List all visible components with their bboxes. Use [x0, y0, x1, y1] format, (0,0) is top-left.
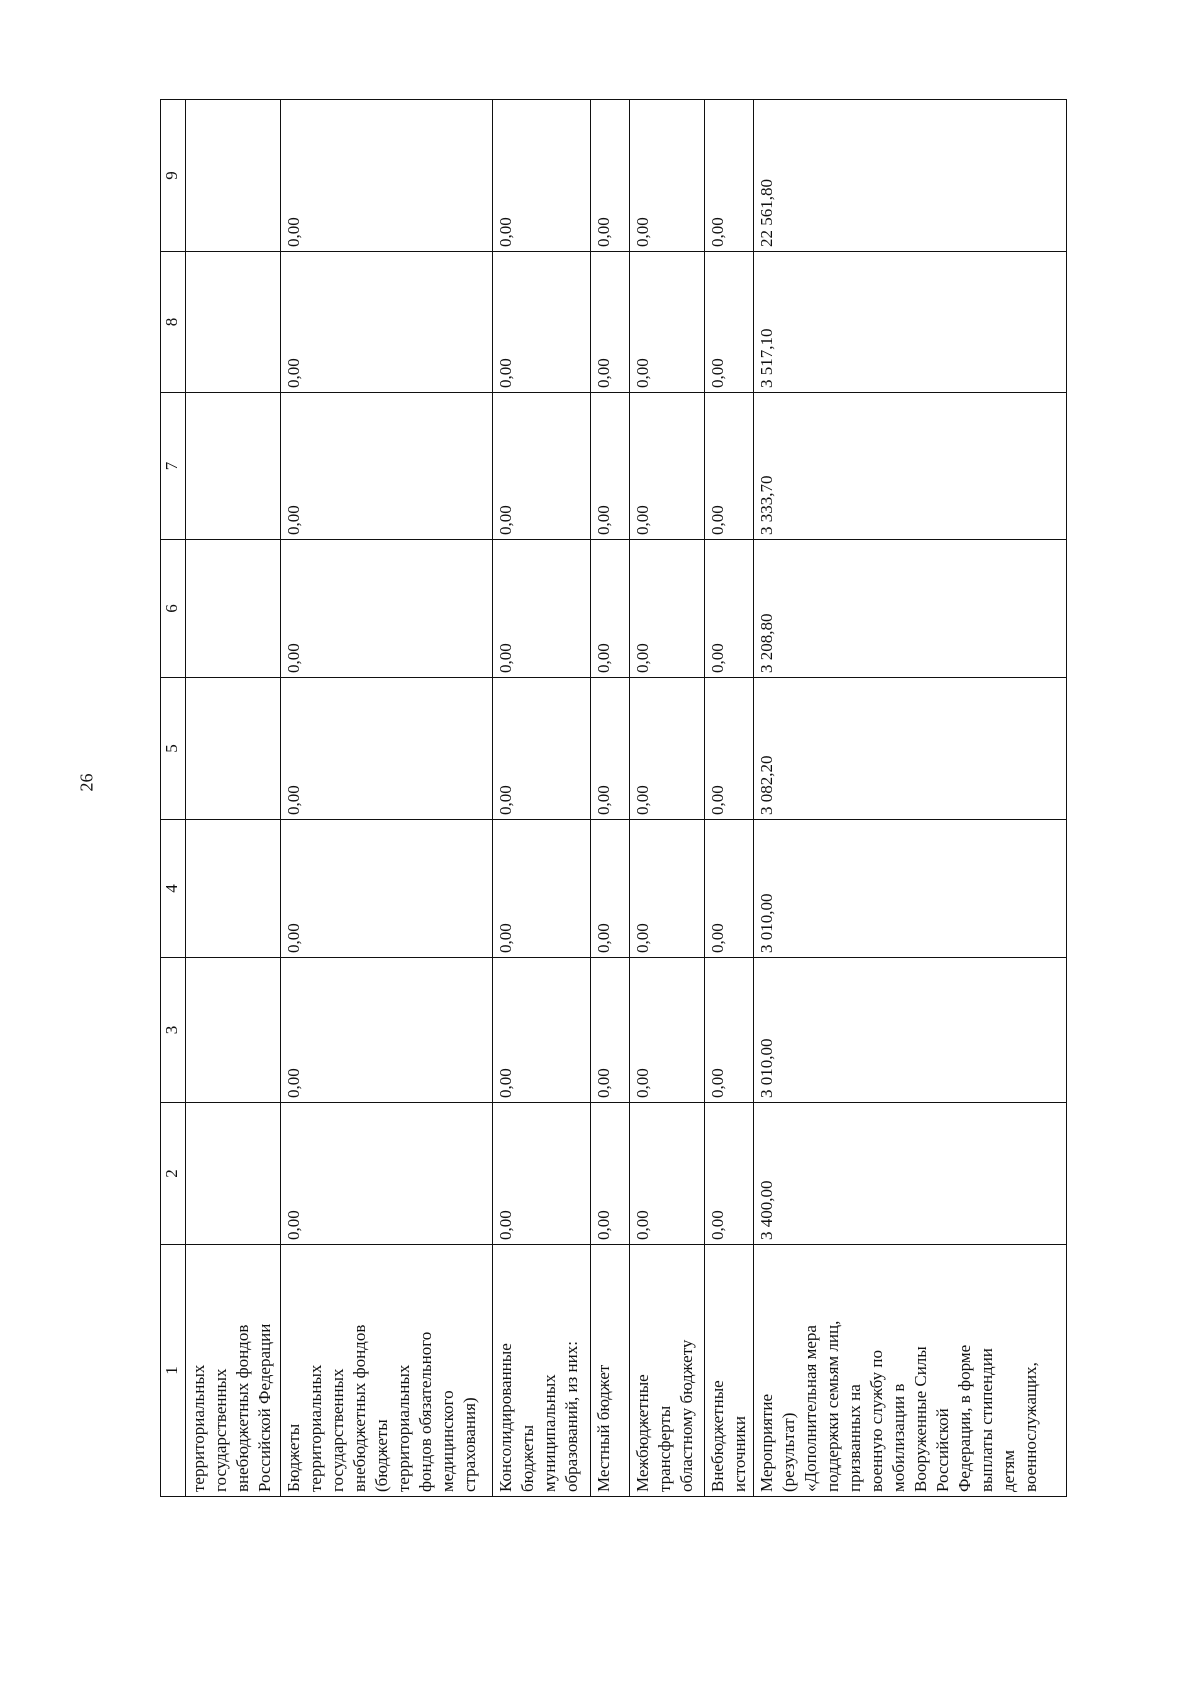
value-cell: 0,00 [590, 957, 630, 1103]
column-header: 4 [160, 819, 186, 958]
row-label: Консолидированные бюджеты муниципальных … [492, 1244, 591, 1497]
page-number: 26 [76, 773, 97, 792]
table-row: Мероприятие (результат) «Дополнительная … [753, 99, 1067, 1497]
value-cell: 0,00 [492, 99, 591, 252]
value-cell: 0,00 [590, 677, 630, 820]
value-cell: 3 517,10 [753, 251, 1067, 393]
table-row: Консолидированные бюджеты муниципальных … [492, 99, 591, 1497]
column-header: 3 [160, 957, 186, 1103]
value-cell [185, 99, 281, 252]
value-cell: 0,00 [629, 539, 705, 678]
value-cell: 0,00 [629, 99, 705, 252]
rotated-table-wrapper: 1 2 3 4 5 6 7 8 9 территориальных государственных… [160, 99, 1067, 1497]
value-cell: 3 010,00 [753, 819, 1067, 958]
value-cell: 3 208,80 [753, 539, 1067, 678]
value-cell: 3 010,00 [753, 957, 1067, 1103]
value-cell: 0,00 [280, 539, 493, 678]
row-label: Местный бюджет [590, 1244, 630, 1497]
value-cell: 0,00 [629, 251, 705, 393]
value-cell: 0,00 [704, 392, 754, 540]
value-cell: 3 333,70 [753, 392, 1067, 540]
value-cell: 0,00 [492, 819, 591, 958]
value-cell: 0,00 [492, 677, 591, 820]
value-cell [185, 392, 281, 540]
value-cell: 0,00 [629, 957, 705, 1103]
table-row: Бюджеты территориальных государственных … [280, 99, 493, 1497]
value-cell: 0,00 [280, 677, 493, 820]
value-cell: 0,00 [704, 539, 754, 678]
value-cell [185, 819, 281, 958]
column-header: 2 [160, 1102, 186, 1245]
value-cell: 0,00 [629, 1102, 705, 1245]
value-cell: 0,00 [590, 1102, 630, 1245]
value-cell [185, 957, 281, 1103]
table-row: Местный бюджет 0,00 0,00 0,00 0,00 0,00 0,00 0,… [590, 99, 630, 1497]
value-cell: 0,00 [280, 392, 493, 540]
column-header: 8 [160, 251, 186, 393]
value-cell: 0,00 [492, 1102, 591, 1245]
row-label: Мероприятие (результат) «Дополнительная … [753, 1244, 1067, 1497]
value-cell: 22 561,80 [753, 99, 1067, 252]
row-label: Бюджеты территориальных государственных … [280, 1244, 493, 1497]
value-cell: 0,00 [280, 251, 493, 393]
value-cell: 0,00 [280, 957, 493, 1103]
value-cell: 0,00 [704, 1102, 754, 1245]
column-header: 5 [160, 677, 186, 820]
value-cell: 0,00 [704, 677, 754, 820]
value-cell [185, 539, 281, 678]
table-row: Межбюджетные трансферты областному бюдже… [629, 99, 705, 1497]
value-cell: 3 082,20 [753, 677, 1067, 820]
value-cell: 0,00 [590, 392, 630, 540]
value-cell: 0,00 [704, 957, 754, 1103]
value-cell: 0,00 [590, 251, 630, 393]
value-cell: 0,00 [492, 539, 591, 678]
table-row: территориальных государственных внебюдже… [185, 99, 281, 1497]
value-cell: 0,00 [492, 251, 591, 393]
budget-table: 1 2 3 4 5 6 7 8 9 территориальных государственных… [160, 99, 1067, 1497]
value-cell [185, 677, 281, 820]
value-cell: 0,00 [280, 99, 493, 252]
value-cell: 0,00 [629, 819, 705, 958]
table-row: Внебюджетные источники 0,00 0,00 0,00 0,00 0,… [704, 99, 754, 1497]
value-cell: 0,00 [629, 677, 705, 820]
value-cell [185, 1102, 281, 1245]
value-cell: 0,00 [280, 1102, 493, 1245]
column-header: 7 [160, 392, 186, 540]
row-label: территориальных государственных внебюдже… [185, 1244, 281, 1497]
value-cell: 0,00 [590, 819, 630, 958]
column-header: 1 [160, 1244, 186, 1497]
value-cell: 0,00 [704, 99, 754, 252]
value-cell: 0,00 [280, 819, 493, 958]
value-cell: 0,00 [492, 392, 591, 540]
column-header: 9 [160, 99, 186, 252]
value-cell: 0,00 [704, 819, 754, 958]
row-label: Внебюджетные источники [704, 1244, 754, 1497]
value-cell: 0,00 [590, 539, 630, 678]
value-cell: 0,00 [629, 392, 705, 540]
row-label: Межбюджетные трансферты областному бюдже… [629, 1244, 705, 1497]
value-cell: 0,00 [590, 99, 630, 252]
value-cell: 0,00 [492, 957, 591, 1103]
value-cell: 0,00 [704, 251, 754, 393]
value-cell: 3 400,00 [753, 1102, 1067, 1245]
column-header: 6 [160, 539, 186, 678]
value-cell [185, 251, 281, 393]
